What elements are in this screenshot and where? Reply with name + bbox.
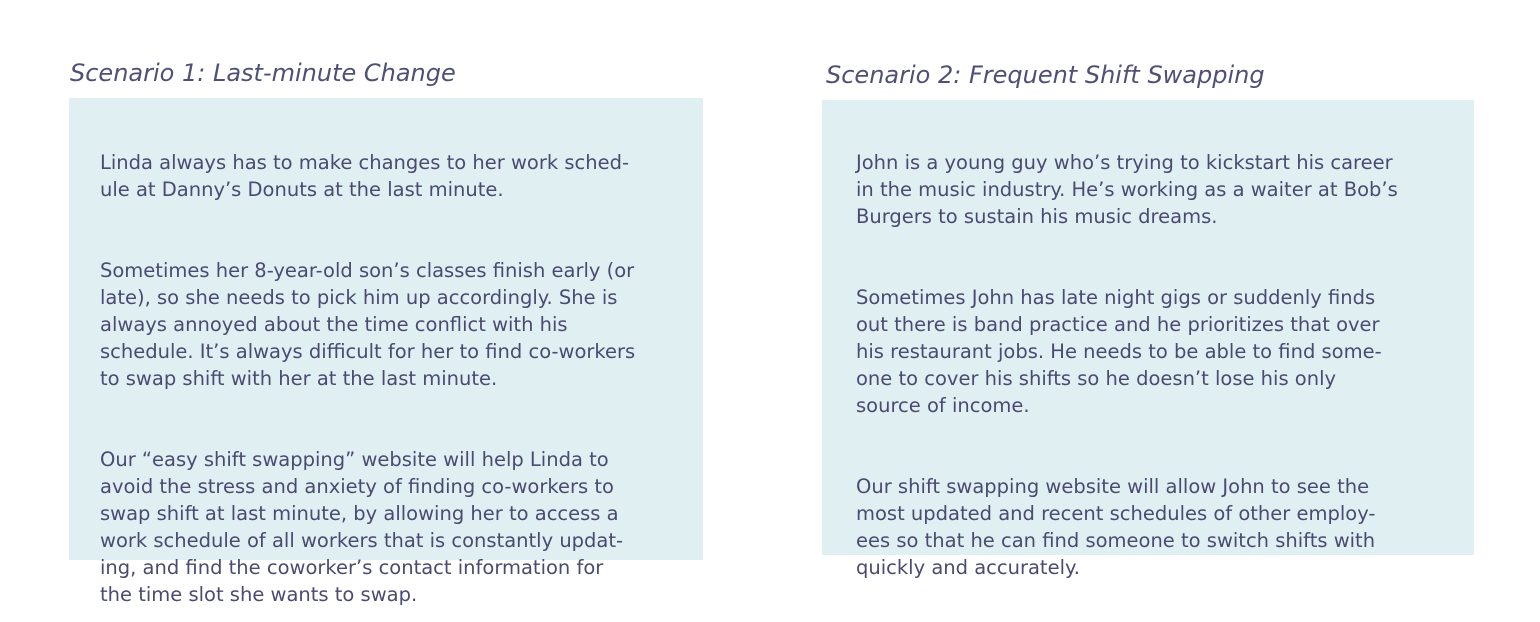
scenario-1-paragraph-2: Sometimes her 8-year-old son’s classes f… bbox=[100, 259, 636, 390]
scenario-2-body: John is a young guy who’s trying to kick… bbox=[856, 122, 1470, 581]
paragraph-gap bbox=[856, 230, 1470, 257]
paragraph-gap bbox=[100, 392, 700, 419]
scenario-2-title: Scenario 2: Frequent Shift Swapping bbox=[826, 61, 1265, 89]
scenario-1-paragraph-1: Linda always has to make changes to her … bbox=[100, 151, 630, 201]
scenario-2-paragraph-1: John is a young guy who’s trying to kick… bbox=[856, 151, 1398, 228]
scenario-1-title: Scenario 1: Last-minute Change bbox=[70, 59, 456, 87]
paragraph-gap bbox=[856, 419, 1470, 446]
scenario-1-body: Linda always has to make changes to her … bbox=[100, 122, 700, 608]
paragraph-gap bbox=[100, 203, 700, 230]
scenario-2-paragraph-3: Our shift swapping website will allow Jo… bbox=[856, 475, 1376, 579]
scenario-2-paragraph-2: Sometimes John has late night gigs or su… bbox=[856, 286, 1382, 417]
scenario-2-card: John is a young guy who’s trying to kick… bbox=[822, 100, 1474, 579]
scenario-1-paragraph-3: Our “easy shift swapping” website will h… bbox=[100, 448, 624, 606]
scenario-1-card: Linda always has to make changes to her … bbox=[69, 98, 703, 606]
